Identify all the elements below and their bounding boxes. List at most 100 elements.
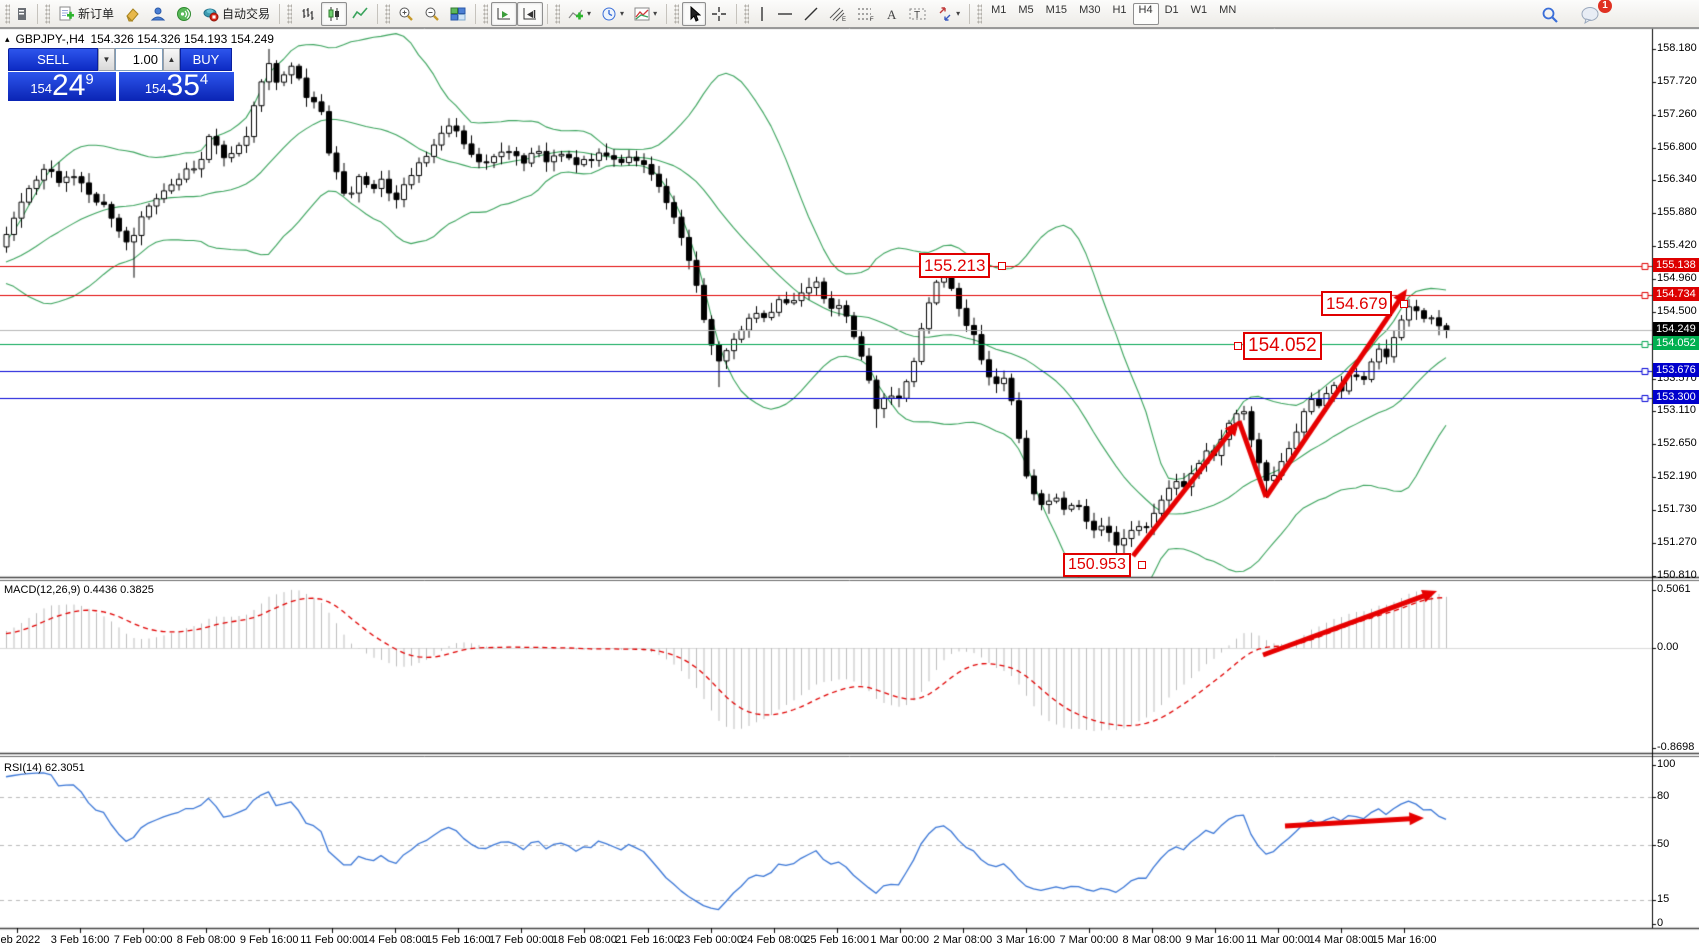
chart-canvas[interactable] [0, 28, 1699, 946]
zoom-in-button[interactable] [393, 2, 419, 26]
chart-shift-button[interactable] [517, 1, 544, 26]
line-chart-icon [352, 6, 368, 22]
tile-windows-button[interactable] [445, 2, 471, 26]
bid-price-panel[interactable]: 154 24 9 [8, 70, 117, 101]
line-chart-button[interactable] [347, 2, 373, 26]
zoom-out-button[interactable] [419, 2, 445, 26]
periods-icon [601, 6, 617, 22]
toolbar: 新订单 自动交易 ▾ ▾ ▾ E F A T ▾ M1 M5 M15 M30 H1 H4 D1 W1 MN 1 [0, 0, 1699, 28]
time-axis-label: 25 Feb 16:00 [804, 934, 870, 946]
timeframe-h1[interactable]: H1 [1112, 3, 1127, 16]
auto-scroll-button[interactable] [491, 1, 518, 26]
price-axis-tick: 151.270 [1657, 535, 1697, 548]
profile-button[interactable] [145, 2, 171, 26]
notifications-button[interactable]: 1 [1576, 0, 1612, 27]
candles-chart-button[interactable] [321, 1, 348, 26]
toolbar-separator [736, 3, 738, 24]
price-axis-tick: 156.800 [1657, 140, 1697, 153]
channel-icon: E [829, 6, 847, 22]
ask-big-digits: 35 [166, 68, 200, 102]
time-axis-label: 24 Feb 08:00 [741, 934, 807, 946]
time-axis-label: 18 Feb 08:00 [552, 934, 617, 946]
new-chart-button[interactable] [13, 2, 33, 26]
auto-trading-label: 自动交易 [222, 7, 271, 21]
arrow-up-icon: ▲ [167, 55, 176, 64]
timeframe-w1[interactable]: W1 [1190, 3, 1208, 16]
text-label-button[interactable]: T [904, 2, 932, 26]
time-axis-label: 9 Feb 16:00 [239, 934, 299, 946]
new-order-icon [58, 6, 75, 22]
timeframe-m15[interactable]: M15 [1045, 3, 1068, 16]
zoom-out-icon [424, 6, 440, 22]
toolbar-separator [666, 3, 668, 24]
time-axis-label: 8 Feb 08:00 [176, 934, 236, 946]
volume-increase-button[interactable]: ▲ [163, 48, 180, 71]
rsi-axis-tick: 0 [1657, 917, 1664, 929]
search-button[interactable] [1536, 3, 1564, 27]
search-icon [1541, 6, 1559, 24]
tile-windows-icon [450, 6, 466, 22]
crosshair-button[interactable] [706, 2, 732, 26]
chevron-down-icon: ▾ [620, 8, 625, 18]
one-click-toggle-icon[interactable]: ▴ [5, 33, 10, 44]
cursor-button[interactable] [682, 1, 707, 26]
ask-prefix: 154 [144, 81, 167, 97]
label-icon: T [909, 6, 927, 22]
time-axis-label: 14 Feb 08:00 [362, 934, 428, 946]
chat-icon [1581, 6, 1601, 24]
timeframe-m5[interactable]: M5 [1018, 3, 1034, 16]
candles-chart-icon [326, 6, 342, 22]
price-annotation[interactable]: 154.052 [1243, 332, 1322, 360]
new-order-label: 新订单 [78, 7, 115, 21]
fibonacci-button[interactable]: F [852, 2, 880, 26]
templates-button[interactable]: ▾ [629, 2, 662, 26]
price-annotation[interactable]: 155.213 [919, 253, 991, 279]
arrows-button[interactable]: ▾ [932, 2, 965, 26]
eraser-icon [124, 6, 140, 22]
toolbar-separator [547, 3, 549, 24]
ask-price-panel[interactable]: 154 35 4 [119, 68, 234, 102]
signals-button[interactable] [171, 2, 197, 26]
price-axis-tick: 153.110 [1657, 404, 1696, 417]
timeframe-h4[interactable]: H4 [1132, 2, 1159, 25]
volume-field[interactable]: 1.00 [115, 48, 163, 71]
periods-button[interactable]: ▾ [596, 2, 629, 26]
vertical-line-button[interactable] [752, 2, 772, 26]
price-axis-tick: 157.260 [1657, 107, 1697, 120]
auto-trading-button[interactable]: 自动交易 [197, 2, 275, 26]
new-order-button[interactable]: 新订单 [53, 2, 119, 26]
sell-button[interactable]: SELL [8, 48, 98, 71]
bars-chart-button[interactable] [295, 2, 321, 26]
volume-decrease-button[interactable]: ▼ [98, 48, 115, 71]
time-axis-label: 14 Mar 08:00 [1308, 934, 1374, 946]
annotation-anchor-nub [1137, 561, 1146, 569]
time-axis-label: 8 Mar 08:00 [1122, 934, 1182, 946]
ask-pip-digit: 4 [199, 71, 209, 88]
eraser-button[interactable] [119, 2, 145, 26]
time-axis-label: 3 Feb 16:00 [50, 934, 110, 946]
price-axis-badge: 155.138 [1653, 258, 1699, 273]
timeframe-m1[interactable]: M1 [991, 3, 1007, 16]
timeframe-m30[interactable]: M30 [1079, 3, 1101, 16]
notification-badge: 1 [1598, 0, 1612, 13]
buy-button[interactable]: BUY [180, 48, 232, 71]
timeframe-mn[interactable]: MN [1219, 3, 1237, 16]
price-axis-tick: 155.420 [1657, 239, 1697, 252]
chart-area: ▴ GBPJPY-,H4 154.326 154.326 154.193 154… [0, 28, 1699, 946]
rsi-label: RSI(14) 62.3051 [4, 762, 85, 774]
price-annotation[interactable]: 150.953 [1063, 553, 1131, 577]
text-button[interactable]: A [880, 2, 904, 26]
price-axis-tick: 154.960 [1657, 272, 1697, 285]
toolbar-separator [475, 3, 477, 24]
horizontal-line-button[interactable] [772, 2, 798, 26]
price-annotation[interactable]: 154.679 [1321, 291, 1393, 317]
profile-icon [150, 6, 166, 22]
timeframe-d1[interactable]: D1 [1164, 3, 1179, 16]
toolbar-separator [279, 3, 281, 24]
macd-axis-tick: 0.5061 [1657, 582, 1691, 595]
indicators-button[interactable]: ▾ [563, 2, 596, 26]
equidistant-channel-button[interactable]: E [824, 2, 852, 26]
auto-scroll-icon [496, 6, 512, 22]
ohlc-values: 154.326 154.326 154.193 154.249 [90, 32, 274, 46]
trendline-button[interactable] [798, 2, 824, 26]
